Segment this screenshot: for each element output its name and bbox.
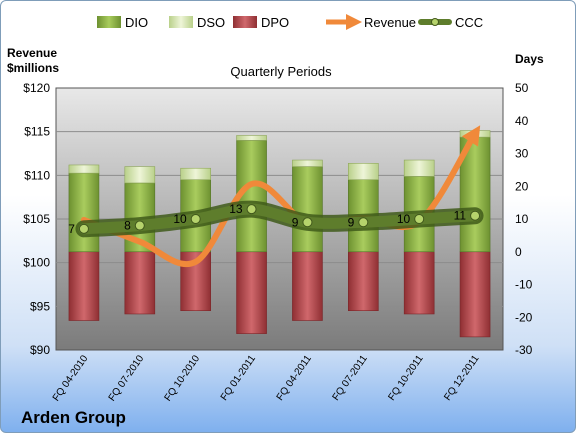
ccc-point [302, 217, 313, 228]
x-tick-label: FQ 04-2011 [275, 353, 314, 403]
left-tick-label: $90 [30, 343, 50, 357]
x-tick-label: FQ 01-2011 [219, 353, 258, 403]
right-tick-label: 40 [515, 114, 529, 128]
legend-label: Revenue [364, 15, 416, 30]
right-tick-label: 20 [515, 179, 529, 193]
ccc-point [134, 220, 145, 231]
left-tick-label: $100 [23, 256, 50, 270]
x-tick-label: FQ 07-2011 [331, 353, 370, 403]
x-tick-label: FQ 10-2010 [163, 353, 203, 403]
left-tick-label: $120 [23, 81, 50, 95]
dio-bar [292, 166, 323, 253]
left-tick-label: $95 [30, 299, 50, 313]
x-axis-ticks: FQ 04-2010 FQ 07-2010 FQ 10-2010 FQ 01-2011… [51, 353, 482, 403]
dpo-bar [292, 251, 323, 321]
right-axis-ticks: -30 -20 -10 0 10 20 30 40 50 [515, 81, 533, 357]
x-tick-label: FQ 10-2011 [386, 353, 425, 403]
ccc-data-label: 11 [454, 209, 467, 223]
dpo-bar [236, 251, 267, 334]
right-tick-label: 10 [515, 212, 529, 226]
legend-label: DSO [197, 15, 225, 30]
x-tick-label: FQ 07-2010 [107, 353, 147, 403]
right-tick-label: -30 [515, 343, 533, 357]
left-axis-title-line2: $millions [7, 61, 59, 75]
ccc-data-label: 13 [229, 202, 243, 216]
x-tick-label: FQ 04-2010 [51, 353, 91, 403]
ccc-point [246, 204, 257, 215]
right-tick-label: -10 [515, 278, 533, 292]
legend: DIO DSO DPO Revenue CCC [97, 13, 483, 31]
ccc-data-label: 7 [68, 222, 75, 236]
legend-label: DIO [125, 15, 148, 30]
ccc-series: 7 8 10 13 9 9 10 11 [68, 200, 484, 238]
dso-bar [403, 159, 435, 177]
right-axis-title: Days [515, 52, 544, 66]
dpo-bar [124, 251, 156, 315]
dpo-bar [68, 251, 100, 321]
company-name: Arden Group [21, 408, 126, 427]
ccc-data-label: 10 [397, 212, 411, 226]
legend-label: CCC [455, 15, 483, 30]
dso-bar [348, 163, 379, 180]
legend-dso-swatch [169, 16, 193, 28]
right-tick-label: -20 [515, 310, 533, 324]
ccc-data-label: 10 [173, 212, 187, 226]
dso-bar [124, 166, 156, 184]
chart-title: Quarterly Periods [230, 64, 332, 79]
ccc-point [190, 214, 201, 224]
legend-dio-swatch [97, 16, 121, 28]
legend-ccc-point [431, 18, 439, 26]
left-tick-label: $115 [24, 125, 50, 139]
dpo-bar [348, 251, 379, 312]
ccc-point [470, 210, 481, 221]
dpo-bar [403, 251, 435, 315]
ccc-point [78, 223, 89, 234]
ccc-point [358, 217, 369, 228]
left-tick-label: $110 [24, 168, 50, 182]
dio-bar [68, 172, 100, 253]
ccc-point [414, 214, 425, 224]
legend-label: DPO [261, 15, 289, 30]
right-tick-label: 30 [515, 147, 529, 161]
dso-bar [180, 167, 211, 181]
right-tick-label: 50 [515, 81, 529, 95]
dso-bar [236, 135, 267, 141]
left-axis-ticks: $90 $95 $100 $105 $110 $115 $120 [23, 81, 50, 357]
right-tick-label: 0 [515, 245, 522, 259]
left-tick-label: $105 [23, 212, 50, 226]
ccc-data-label: 9 [292, 215, 299, 229]
dso-bar [68, 164, 100, 174]
x-tick-label: FQ 12-2011 [442, 353, 481, 403]
left-axis-title-line1: Revenue [7, 46, 57, 60]
dso-bar [292, 159, 323, 167]
ccc-data-label: 8 [124, 219, 131, 233]
bars [68, 130, 491, 338]
ccc-data-label: 9 [348, 215, 355, 229]
legend-dpo-swatch [233, 16, 257, 28]
dpo-bar [459, 251, 491, 338]
